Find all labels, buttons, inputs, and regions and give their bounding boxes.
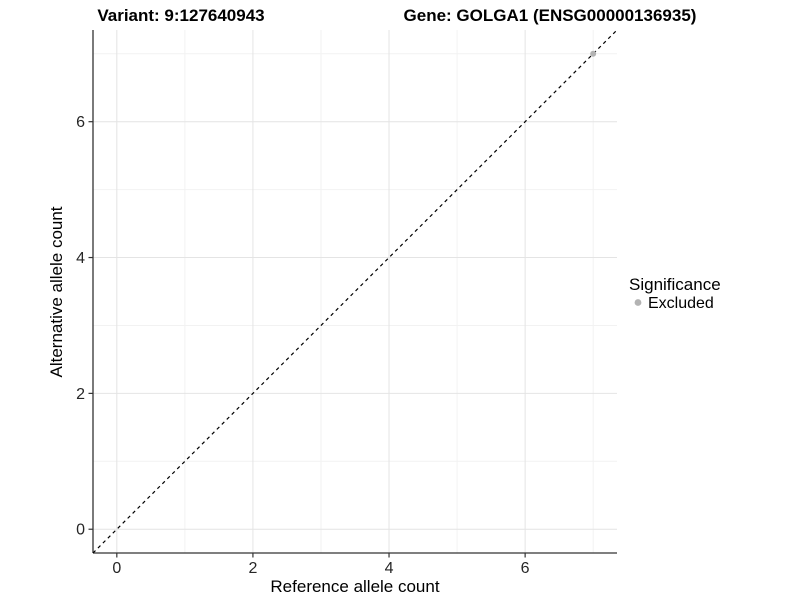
x-tick-label: 0 (112, 560, 121, 577)
y-tick-label: 6 (76, 114, 85, 131)
y-axis-label: Alternative allele count (47, 206, 66, 377)
y-tick-label: 0 (76, 522, 85, 539)
data-point (590, 50, 597, 57)
chart-layer: 0 2 4 6 0 2 4 6 (76, 29, 618, 577)
identity-line (92, 29, 618, 554)
variant-title: Variant: 9:127640943 (97, 6, 264, 25)
legend-entry-label: Excluded (648, 295, 714, 312)
gene-title: Gene: GOLGA1 (ENSG00000136935) (404, 6, 697, 25)
y-tick-label: 4 (76, 250, 85, 267)
y-tick-label: 2 (76, 386, 85, 403)
legend-point-icon (634, 299, 642, 306)
legend-title: Significance (629, 275, 721, 294)
x-tick-label: 2 (248, 560, 257, 577)
legend: Significance Excluded (629, 275, 721, 312)
x-tick-label: 4 (385, 560, 394, 577)
x-tick-label: 6 (521, 560, 530, 577)
x-axis-label: Reference allele count (270, 577, 439, 596)
